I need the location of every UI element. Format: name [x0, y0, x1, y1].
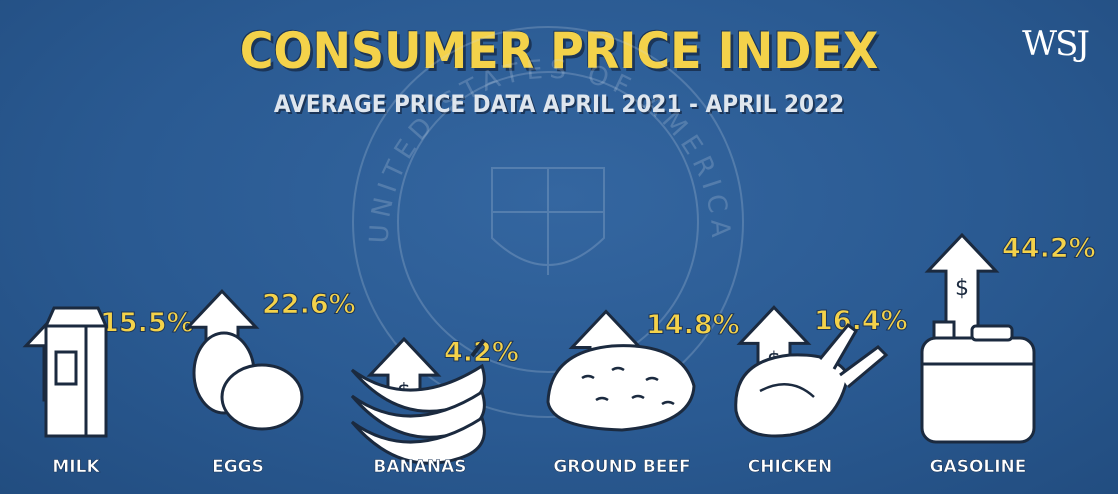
data-label: 14.8%	[646, 310, 740, 341]
data-label: 44.2%	[1002, 233, 1096, 264]
data-label: 16.4%	[814, 305, 908, 336]
chart-subtitle: AVERAGE PRICE DATA APRIL 2021 - APRIL 20…	[273, 90, 845, 118]
category-label: GASOLINE	[930, 457, 1027, 477]
category-group-eggs: $22.6%EGGS	[184, 289, 356, 477]
category-group-chicken: $16.4%CHICKEN	[734, 305, 908, 477]
dollar-sign-icon: $	[955, 276, 969, 301]
milk-carton-icon	[44, 306, 108, 438]
category-label: EGGS	[212, 457, 264, 477]
category-group-ground-beef: $14.8%GROUND BEEF	[546, 309, 740, 477]
wsj-logo: WSJ	[1022, 24, 1090, 64]
category-group-milk: $15.5%MILK	[22, 306, 194, 477]
data-label: 15.5%	[100, 308, 194, 339]
ground-beef-icon	[546, 344, 696, 432]
chart-title: CONSUMER PRICE INDEX	[239, 22, 879, 80]
category-group-bananas: $4.2%BANANAS	[350, 337, 519, 477]
category-label: CHICKEN	[748, 457, 833, 477]
bananas-icon	[350, 338, 486, 465]
data-label: 22.6%	[262, 289, 356, 320]
gas-can-icon	[920, 320, 1036, 444]
seal-inner-ring	[397, 71, 699, 373]
category-label: MILK	[52, 457, 100, 477]
category-label: GROUND BEEF	[553, 457, 690, 477]
seal-outer-ring	[352, 26, 744, 418]
chicken-icon	[734, 322, 889, 438]
category-group-gasoline: $44.2% GASOLINE	[920, 233, 1096, 477]
data-label: 4.2%	[444, 337, 519, 368]
category-label: BANANAS	[373, 457, 466, 477]
seal-shield	[491, 167, 605, 266]
eggs-icon	[192, 331, 304, 431]
